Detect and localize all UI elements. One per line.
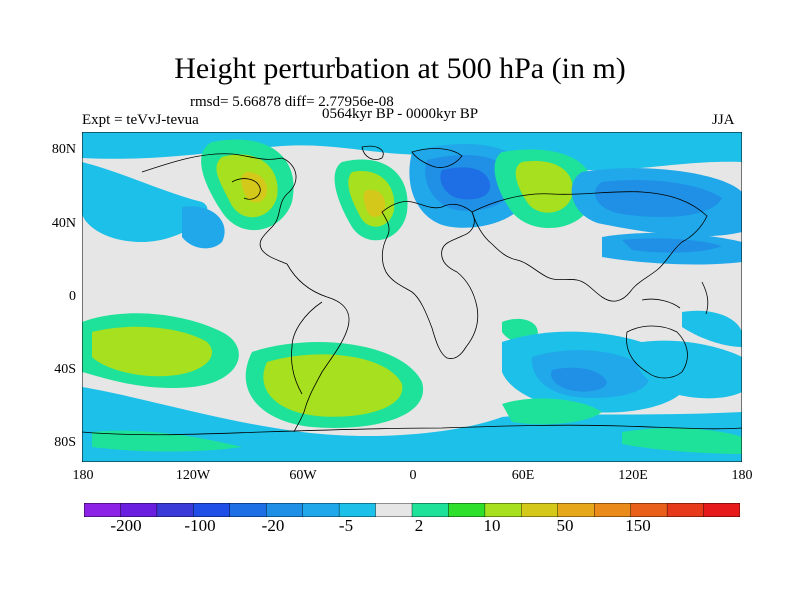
lon-tick: 0 [409,468,417,483]
period-label: 0564kyr BP - 0000kyr BP [322,106,479,122]
lon-tick: 60W [289,468,317,483]
colorbar-cell [448,503,486,517]
anomaly-field [82,132,742,462]
colorbar-cell [375,503,413,517]
colorbar-cell [193,503,231,517]
lon-tick: 180 [72,468,94,483]
colorbar-cell [84,503,122,517]
colorbar-cell [521,503,559,517]
colorbar-label: -20 [261,516,285,535]
colorbar-cell [156,503,195,517]
season-label: JJA [712,112,735,128]
colorbar-cell [302,503,340,517]
colorbar-cell [229,503,267,517]
colorbar-label: 50 [556,516,574,535]
colorbar-cell [557,503,595,517]
colorbar-label: 150 [625,516,651,535]
colorbar-cell [266,503,304,517]
colorbar-cell [411,503,450,517]
lon-tick: 180 [731,468,753,483]
colorbar-label: -200 [110,516,142,535]
lat-tick: 80N [51,142,76,157]
map-panel [82,132,742,462]
colorbar-label: -5 [338,516,354,535]
stats-text: rmsd= 5.66878 diff= 2.77956e-08 [190,94,394,110]
lat-tick: 40N [51,216,76,231]
lat-tick: 80S [54,435,76,450]
colorbar [84,503,740,517]
lat-tick: 0 [69,289,76,304]
colorbar-cell [338,503,377,517]
experiment-label: Expt = teVvJ-tevua [82,112,199,128]
colorbar-cell [120,503,158,517]
lon-tick: 60E [511,468,535,483]
colorbar-label: 10 [483,516,501,535]
lon-tick: 120W [175,468,211,483]
colorbar-cell [594,503,632,517]
colorbar-cell [703,503,740,517]
lon-tick: 120E [618,468,648,483]
colorbar-cell [484,503,523,517]
colorbar-label: 2 [414,516,424,535]
map-title: Height perturbation at 500 hPa (in m) [174,52,626,85]
lat-tick: 40S [54,362,76,377]
colorbar-cell [666,503,705,517]
coastlines [82,145,742,436]
colorbar-label: -100 [184,516,216,535]
colorbar-cell [630,503,668,517]
